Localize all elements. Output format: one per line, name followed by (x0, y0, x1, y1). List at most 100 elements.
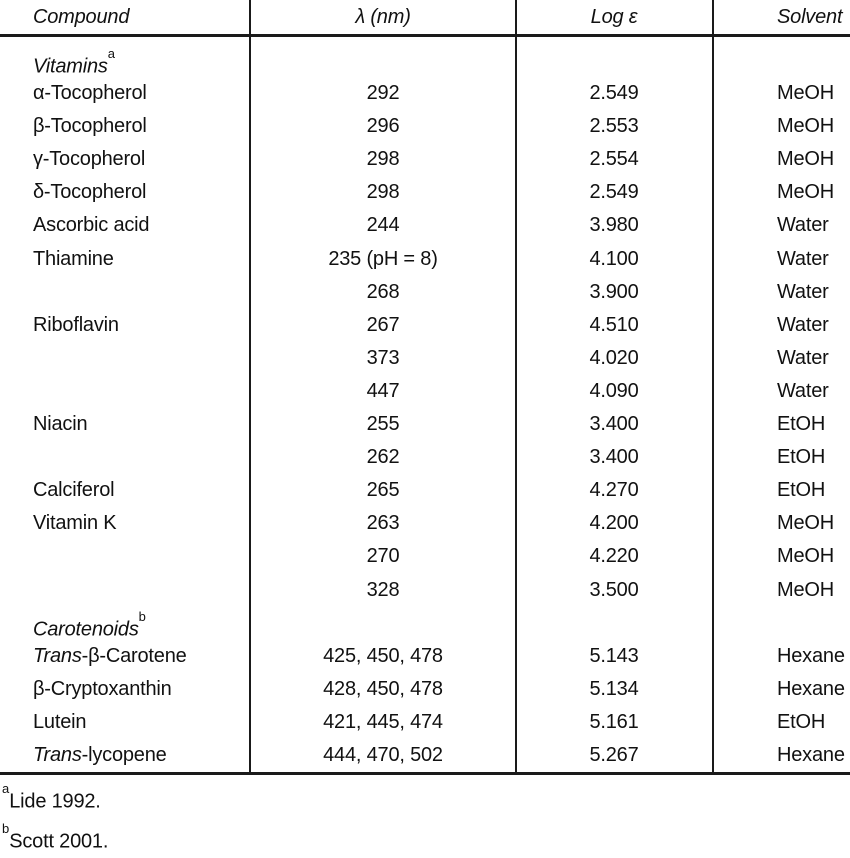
compound-cell: δ-Tocopherol (33, 181, 147, 204)
table-row: β-Cryptoxanthin 428, 450, 478 5.134 Hexane (0, 673, 850, 706)
solvent-cell: Water (777, 379, 829, 402)
table-row: Trans-β-Carotene 425, 450, 478 5.143 Hexane (0, 640, 850, 673)
column-header-compound: Compound (33, 6, 130, 28)
log-epsilon-cell: 5.267 (589, 743, 639, 766)
table-row: Thiamine 235 (pH = 8) 4.100 Water (0, 243, 850, 276)
compound-cell (0, 441, 250, 474)
table-row: β-Tocopherol 296 2.553 MeOH (0, 110, 850, 143)
absorbance-table: Compound λ (nm) Log ε Solvent Vitaminsa α… (0, 0, 850, 775)
log-epsilon-cell: 4.510 (589, 313, 639, 336)
log-epsilon-cell (516, 607, 712, 640)
lambda-cell: 298 (366, 148, 400, 171)
footnote-b: bScott 2001. (2, 819, 108, 858)
solvent-cell (712, 44, 850, 77)
log-epsilon-cell: 4.270 (589, 479, 639, 502)
log-epsilon-cell: 4.020 (589, 346, 639, 369)
compound-cell: Niacin (33, 413, 88, 436)
lambda-cell: 263 (366, 512, 400, 535)
compound-cell (0, 375, 250, 408)
log-epsilon-cell: 2.553 (589, 115, 639, 138)
compound-cell (0, 540, 250, 573)
lambda-cell: 267 (366, 313, 400, 336)
solvent-cell: EtOH (777, 413, 826, 436)
table-row: α-Tocopherol 292 2.549 MeOH (0, 77, 850, 110)
log-epsilon-cell: 5.143 (589, 644, 639, 667)
log-epsilon-cell: 3.980 (589, 214, 639, 237)
column-header-solvent: Solvent (777, 6, 843, 28)
log-epsilon-cell: 3.500 (589, 578, 639, 601)
lambda-cell: 255 (366, 413, 400, 436)
log-epsilon-cell: 4.200 (589, 512, 639, 535)
header-rule (0, 34, 850, 37)
log-epsilon-cell: 4.220 (589, 545, 639, 568)
compound-cell (0, 574, 250, 607)
footnote-b-marker: b (2, 820, 10, 836)
log-epsilon-cell: 5.134 (589, 677, 639, 700)
table-row: 328 3.500 MeOH (0, 574, 850, 607)
footnote-a-marker: a (2, 781, 10, 796)
solvent-cell: MeOH (777, 181, 834, 204)
log-epsilon-cell (516, 44, 712, 77)
section-row: Carotenoidsb (0, 607, 850, 640)
solvent-cell: Water (777, 280, 829, 303)
footnote-b-text: Scott 2001. (9, 830, 109, 853)
compound-cell: Thiamine (33, 247, 114, 270)
solvent-cell: MeOH (777, 115, 834, 138)
solvent-cell: Hexane (777, 644, 845, 667)
compound-cell: Lutein (33, 710, 87, 733)
footnote-a: aLide 1992. (2, 779, 108, 819)
solvent-cell: EtOH (777, 710, 826, 733)
compound-cell: Calciferol (33, 479, 115, 502)
lambda-cell: 296 (366, 115, 400, 138)
log-epsilon-cell: 3.400 (589, 413, 639, 436)
lambda-cell: 425, 450, 478 (323, 644, 443, 667)
column-divider-2 (515, 0, 517, 775)
table-row: Trans-lycopene 444, 470, 502 5.267 Hexane (0, 739, 850, 772)
log-epsilon-cell: 3.400 (589, 446, 639, 469)
lambda-cell: 235 (pH = 8) (328, 247, 438, 270)
table-row: δ-Tocopherol 298 2.549 MeOH (0, 176, 850, 209)
table-header-row: Compound λ (nm) Log ε Solvent (0, 0, 850, 34)
solvent-cell: Water (777, 214, 829, 237)
footnotes: aLide 1992. bScott 2001. (0, 775, 108, 858)
solvent-cell: MeOH (777, 148, 834, 171)
log-epsilon-cell: 4.090 (589, 379, 639, 402)
solvent-cell: Water (777, 247, 829, 270)
table-row: 447 4.090 Water (0, 375, 850, 408)
compound-cell: Trans-lycopene (33, 743, 167, 766)
log-epsilon-cell: 5.161 (589, 710, 639, 733)
lambda-cell: 298 (366, 181, 400, 204)
column-header-log-epsilon: Log ε (590, 6, 638, 28)
table-row: Lutein 421, 445, 474 5.161 EtOH (0, 706, 850, 739)
lambda-cell: 373 (366, 346, 400, 369)
solvent-cell: EtOH (777, 446, 826, 469)
table-bottom-rule (0, 772, 850, 775)
solvent-cell: MeOH (777, 512, 834, 535)
footnote-a-text: Lide 1992. (9, 790, 101, 813)
solvent-cell: MeOH (777, 545, 834, 568)
solvent-cell: Hexane (777, 743, 845, 766)
compound-cell (0, 342, 250, 375)
table-row: 373 4.020 Water (0, 342, 850, 375)
solvent-cell: MeOH (777, 82, 834, 105)
lambda-cell: 421, 445, 474 (323, 710, 443, 733)
lambda-cell (250, 607, 516, 640)
table-row: 262 3.400 EtOH (0, 441, 850, 474)
lambda-cell: 292 (366, 82, 400, 105)
log-epsilon-cell: 2.554 (589, 148, 639, 171)
lambda-cell: 328 (366, 578, 400, 601)
table-body: Vitaminsa α-Tocopherol 292 2.549 MeOH β-Tocop… (0, 37, 850, 772)
table-row: 268 3.900 Water (0, 276, 850, 309)
compound-cell: γ-Tocopherol (33, 148, 146, 171)
column-divider-3 (712, 0, 714, 775)
log-epsilon-cell: 2.549 (589, 82, 639, 105)
compound-cell: Carotenoidsb (33, 608, 146, 640)
compound-cell: Vitaminsa (33, 46, 115, 78)
compound-cell: α-Tocopherol (33, 82, 147, 105)
table-row: Ascorbic acid 244 3.980 Water (0, 209, 850, 242)
compound-cell (0, 276, 250, 309)
lambda-cell: 268 (366, 280, 400, 303)
solvent-cell: MeOH (777, 578, 834, 601)
table-row: Niacin 255 3.400 EtOH (0, 408, 850, 441)
